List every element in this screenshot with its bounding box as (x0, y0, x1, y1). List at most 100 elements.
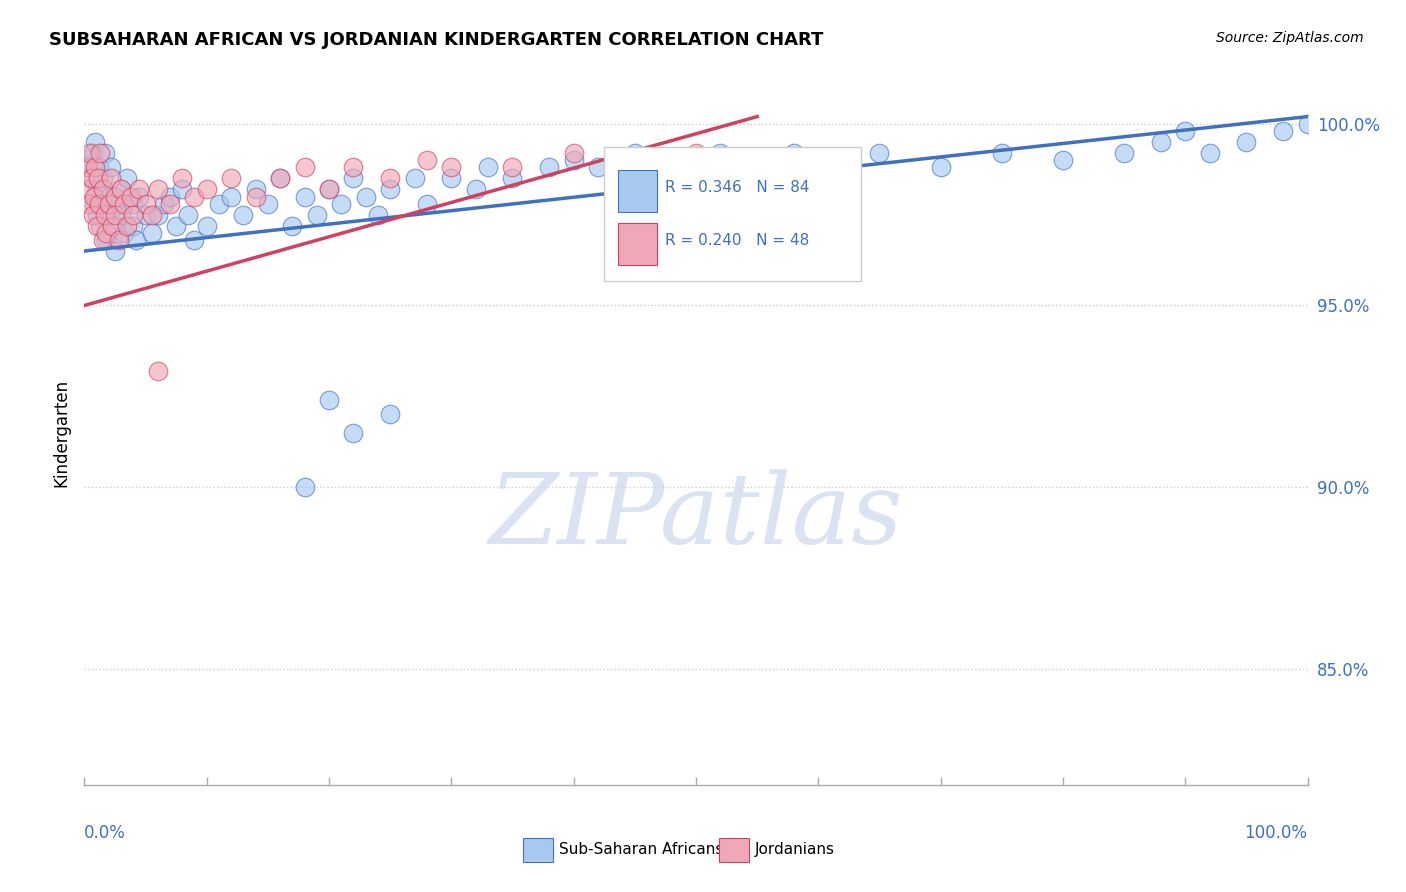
Text: 100.0%: 100.0% (1244, 823, 1308, 842)
Point (562, 153, 585, 168)
Point (586, 161, 609, 175)
Point (86, 182, 108, 196)
Point (624, 153, 647, 168)
Point (135, 196, 157, 211)
Point (1272, 124, 1295, 138)
Point (107, 233, 129, 247)
Point (183, 233, 205, 247)
Point (100, 171, 122, 186)
Point (232, 208, 254, 222)
Point (89, 145, 111, 160)
Point (172, 171, 194, 186)
Point (245, 182, 267, 196)
Text: Sub-Saharan Africans: Sub-Saharan Africans (560, 842, 723, 857)
Point (342, 171, 364, 186)
Point (110, 208, 132, 222)
Point (76, 153, 98, 168)
Point (195, 182, 218, 196)
Point (91, 233, 114, 247)
Point (380, 182, 402, 196)
Point (84, 161, 107, 175)
Text: Jordanians: Jordanians (755, 842, 835, 857)
Point (82, 208, 104, 222)
FancyBboxPatch shape (605, 147, 860, 281)
Point (177, 208, 200, 222)
Point (128, 182, 150, 196)
Point (97, 189, 120, 203)
Point (77, 182, 100, 196)
Point (122, 208, 145, 222)
Point (294, 189, 316, 203)
Point (342, 425, 364, 440)
Text: ZIPatlas: ZIPatlas (489, 469, 903, 565)
Point (122, 196, 145, 211)
Point (330, 196, 353, 211)
Point (929, 161, 952, 175)
Point (562, 145, 585, 160)
Point (807, 161, 830, 175)
Point (77, 161, 100, 175)
Point (84, 135, 107, 149)
Point (1174, 124, 1197, 138)
Point (141, 208, 163, 222)
Point (709, 145, 731, 160)
Text: SUBSAHARAN AFRICAN VS JORDANIAN KINDERGARTEN CORRELATION CHART: SUBSAHARAN AFRICAN VS JORDANIAN KINDERGA… (49, 31, 824, 49)
Point (502, 171, 524, 186)
Point (219, 189, 242, 203)
Point (367, 208, 389, 222)
Point (89, 219, 111, 233)
Text: Source: ZipAtlas.com: Source: ZipAtlas.com (1216, 31, 1364, 45)
Point (1052, 153, 1074, 168)
Point (112, 196, 135, 211)
Point (91, 171, 114, 186)
Point (83, 196, 105, 211)
Point (342, 161, 364, 175)
Point (94, 145, 117, 160)
Point (440, 161, 463, 175)
Point (380, 408, 402, 422)
Text: R = 0.346   N = 84: R = 0.346 N = 84 (665, 180, 810, 194)
Point (245, 189, 267, 203)
Point (96, 226, 118, 240)
Point (1114, 145, 1136, 160)
Point (1150, 135, 1173, 149)
Point (1296, 117, 1319, 131)
FancyBboxPatch shape (720, 838, 748, 862)
Point (91, 182, 114, 196)
Point (79, 145, 101, 160)
Text: 0.0%: 0.0% (84, 823, 127, 842)
Point (416, 153, 439, 168)
Point (146, 364, 169, 378)
Point (115, 171, 138, 186)
Point (661, 161, 683, 175)
Point (624, 145, 647, 160)
Point (294, 480, 316, 494)
Point (747, 153, 769, 168)
Point (83, 189, 105, 203)
Point (477, 161, 499, 175)
Point (77, 196, 100, 211)
Point (305, 208, 328, 222)
Point (87, 161, 110, 175)
Point (146, 182, 169, 196)
Point (318, 182, 340, 196)
Point (135, 208, 157, 222)
Point (97, 196, 120, 211)
Point (183, 189, 205, 203)
Point (269, 171, 291, 186)
Point (440, 171, 463, 186)
Point (416, 196, 439, 211)
Point (281, 219, 304, 233)
Point (128, 189, 150, 203)
Point (120, 189, 142, 203)
Point (195, 219, 218, 233)
Point (146, 208, 169, 222)
Point (783, 145, 806, 160)
FancyBboxPatch shape (523, 838, 553, 862)
Point (172, 182, 194, 196)
Point (96, 233, 118, 247)
Point (257, 196, 280, 211)
Point (110, 182, 132, 196)
Point (115, 219, 138, 233)
Point (318, 182, 340, 196)
